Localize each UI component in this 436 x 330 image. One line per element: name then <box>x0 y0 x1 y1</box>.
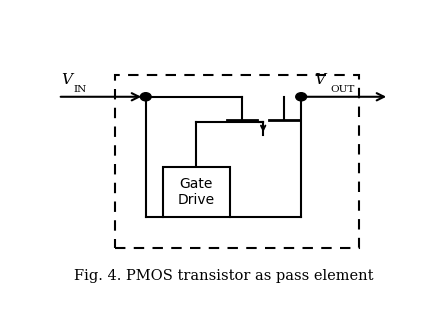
Text: IN: IN <box>73 85 86 94</box>
Text: OUT: OUT <box>330 85 354 94</box>
Text: V: V <box>61 73 72 86</box>
Text: V: V <box>315 73 326 86</box>
FancyBboxPatch shape <box>163 167 230 217</box>
Text: Fig. 4. PMOS transistor as pass element: Fig. 4. PMOS transistor as pass element <box>74 269 373 283</box>
Circle shape <box>296 93 307 101</box>
Text: Gate
Drive: Gate Drive <box>178 177 215 207</box>
Circle shape <box>140 93 151 101</box>
